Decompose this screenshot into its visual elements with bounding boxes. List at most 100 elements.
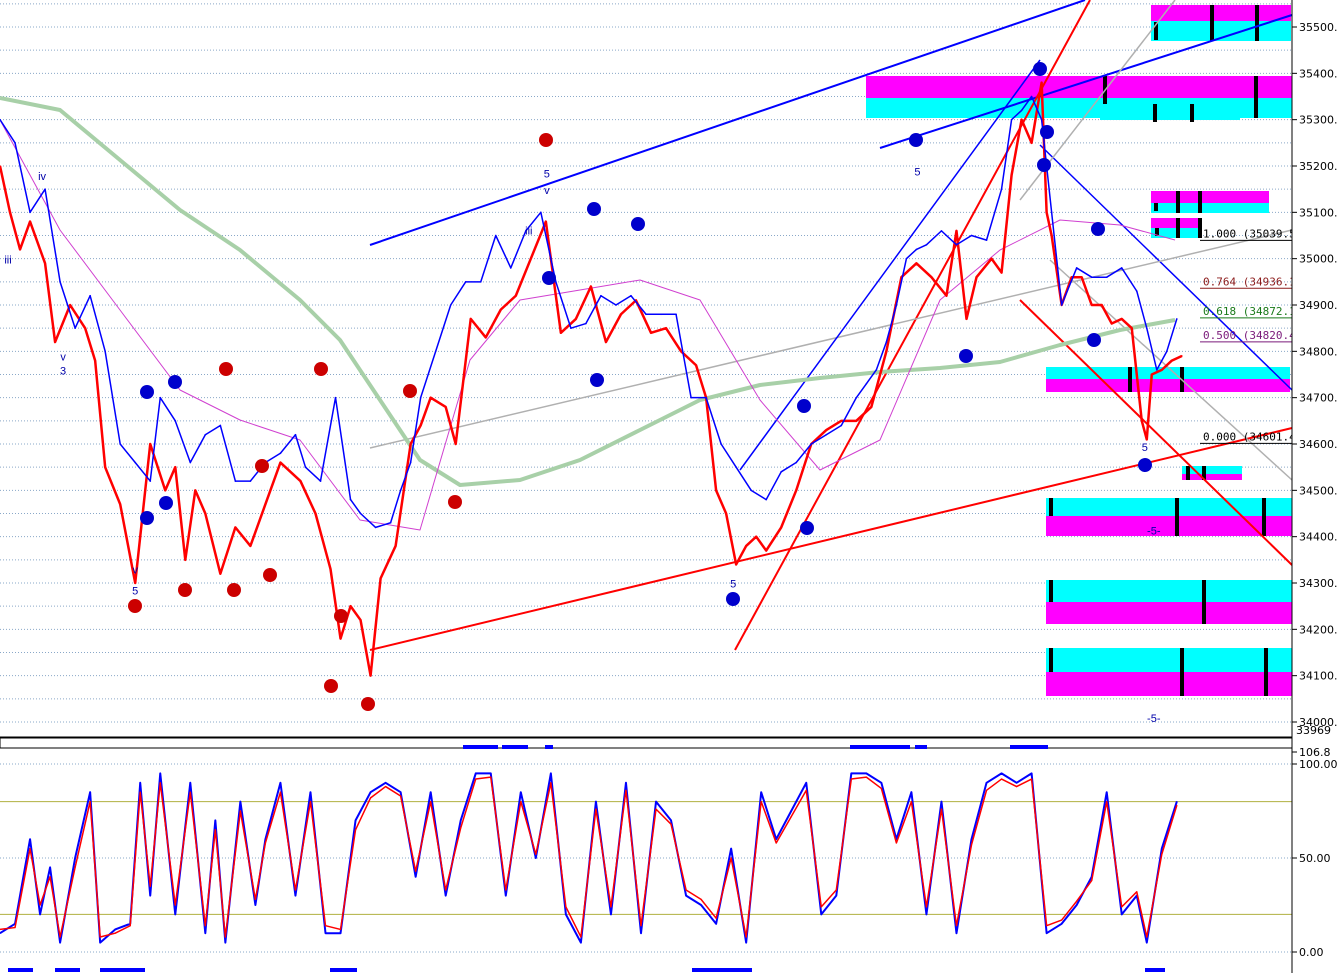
osc-point: [114, 932, 116, 934]
trend-line: [739, 59, 1041, 471]
osc-point: [324, 925, 327, 927]
price-tick-label: 35500.: [1299, 21, 1338, 34]
price-point: [29, 211, 31, 214]
moving-average-fast: [0, 119, 1176, 531]
price-point: [299, 480, 302, 482]
trend-line: [1039, 144, 1293, 391]
price-point: [1020, 109, 1023, 112]
osc-point: [955, 932, 958, 934]
price-point: [540, 211, 542, 214]
osc-point: [760, 791, 762, 793]
osc-point: [1076, 900, 1078, 902]
price-point: [945, 294, 948, 297]
price-point: [399, 489, 402, 492]
osc-point: [400, 795, 402, 797]
price-point: [279, 452, 282, 455]
price-point: [795, 461, 798, 464]
osc-point: [89, 801, 91, 803]
price-point: [94, 359, 96, 362]
osc-point: [1076, 904, 1078, 906]
price-point: [955, 243, 958, 246]
osc-point: [685, 895, 687, 897]
price-point: [9, 211, 11, 214]
price-point: [1060, 304, 1063, 306]
wave-marker: [542, 271, 556, 285]
price-point: [1135, 290, 1138, 292]
target-zone: [1100, 104, 1240, 120]
price-point: [394, 545, 397, 547]
price-point: [1166, 350, 1168, 353]
price-point: [449, 304, 452, 306]
price-tick-label: 35200.: [1299, 160, 1338, 173]
osc-point: [1030, 772, 1033, 775]
price-point: [970, 234, 973, 237]
osc-point: [264, 842, 267, 844]
price-point: [665, 327, 667, 329]
price-point: [1040, 118, 1043, 121]
price-point: [149, 480, 152, 482]
wave-marker: [227, 583, 241, 597]
price-point: [675, 313, 677, 316]
zone-marker: [1128, 367, 1132, 392]
wave-label: 5: [544, 169, 550, 181]
fib-label: 0.000 (34601.47: [1203, 430, 1302, 443]
wave-marker: [324, 679, 338, 693]
wave-label: 5: [730, 579, 736, 591]
price-point: [304, 466, 307, 468]
osc-point: [189, 791, 191, 793]
wave-marker: [314, 362, 328, 376]
price-point: [705, 396, 707, 399]
price-point: [630, 294, 632, 297]
price-point: [1030, 142, 1033, 144]
price-point: [204, 512, 207, 515]
price-point: [234, 526, 237, 529]
trend-line: [734, 0, 1091, 651]
osc-point: [805, 782, 807, 784]
osc-point: [775, 838, 777, 840]
osc-point: [1161, 848, 1163, 850]
price-point: [735, 563, 737, 566]
osc-point: [384, 785, 387, 788]
trend-line: [369, 0, 1086, 246]
osc-point: [790, 816, 792, 818]
osc-point: [214, 819, 216, 822]
fib-label: 1.000 (35039.52: [1203, 227, 1302, 240]
price-point: [59, 281, 61, 283]
wave-marker: [909, 133, 923, 147]
price-point: [1040, 81, 1043, 84]
osc-point: [925, 906, 928, 908]
price-point: [1140, 420, 1143, 422]
price-point: [985, 239, 988, 241]
price-point: [119, 503, 121, 506]
price-point: [1181, 355, 1183, 357]
price-point: [1110, 322, 1113, 325]
price-point: [484, 336, 487, 339]
axis-background: [1292, 0, 1341, 973]
price-tick-label: 34700.: [1299, 392, 1338, 405]
price-point: [349, 498, 352, 501]
price-point: [745, 545, 747, 547]
price-point: [780, 471, 783, 473]
wave-marker: [403, 384, 417, 398]
osc-point: [59, 936, 61, 938]
price-point: [765, 549, 767, 552]
wave-marker: [631, 217, 645, 231]
osc-point: [1106, 791, 1108, 793]
target-zone: [1046, 648, 1292, 672]
price-point: [279, 461, 282, 464]
osc-point: [610, 906, 612, 908]
osc-point: [149, 885, 151, 887]
price-point: [104, 466, 106, 468]
price-point: [444, 406, 447, 408]
osc-point: [49, 866, 51, 869]
osc-point: [685, 889, 687, 891]
price-point: [915, 248, 918, 251]
price-point: [975, 276, 978, 279]
price-point: [1030, 95, 1033, 98]
osc-point: [415, 876, 417, 878]
zone-marker: [1202, 466, 1206, 480]
osc-point: [1061, 923, 1063, 925]
osc-point: [1176, 804, 1178, 806]
osc-point: [1161, 853, 1163, 855]
price-last-label: 33969: [1296, 724, 1331, 737]
